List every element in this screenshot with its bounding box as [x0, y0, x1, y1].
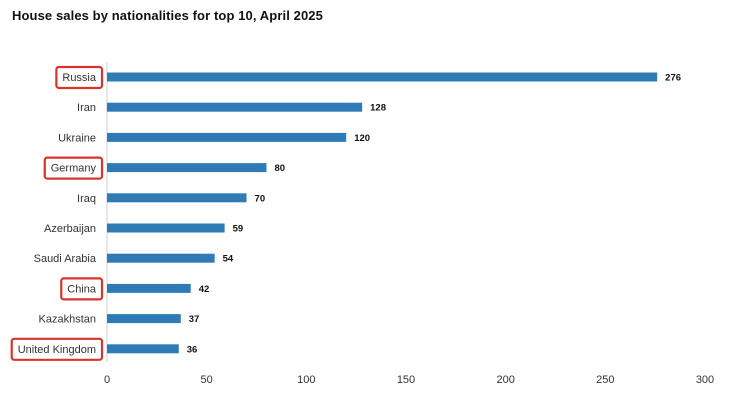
category-label-iraq: Iraq [77, 193, 96, 205]
bar-united-kingdom [107, 344, 179, 354]
highlight-box-china [60, 277, 104, 301]
value-label-ukraine: 120 [354, 133, 370, 144]
x-tick-label-300: 300 [696, 374, 714, 386]
category-label-russia: Russia [62, 72, 97, 84]
category-label-saudi-arabia: Saudi Arabia [34, 253, 97, 265]
bars-layer: Russia 276 Iran 128 Ukraine 120 Germany 80 Iraq 7… [10, 65, 681, 361]
category-label-united-kingdom: United Kingdom [18, 344, 96, 356]
chart-title: House sales by nationalities for top 10,… [12, 8, 323, 23]
highlight-box-russia [55, 65, 104, 90]
value-label-russia: 276 [665, 73, 681, 84]
bar-iraq [107, 193, 247, 203]
x-tick-label-100: 100 [297, 374, 315, 386]
value-label-azerbaijan: 59 [233, 224, 244, 235]
category-label-china: China [67, 283, 97, 295]
x-axis-ticks: 0 50 100 150 200 250 300 [104, 374, 714, 386]
category-label-ukraine: Ukraine [58, 132, 96, 144]
bar-china [107, 283, 191, 293]
bar-azerbaijan [107, 223, 225, 233]
x-tick-label-250: 250 [596, 374, 614, 386]
bar-saudi-arabia [107, 253, 215, 263]
x-tick-label-0: 0 [104, 374, 110, 386]
category-label-kazakhstan: Kazakhstan [39, 314, 96, 326]
bar-kazakhstan [107, 314, 181, 324]
value-label-kazakhstan: 37 [189, 314, 200, 325]
category-label-germany: Germany [51, 163, 97, 175]
bar-iran [107, 102, 363, 112]
value-label-saudi-arabia: 54 [223, 254, 234, 265]
value-label-germany: 80 [274, 163, 285, 174]
x-tick-label-50: 50 [201, 374, 213, 386]
value-label-iran: 128 [370, 103, 386, 114]
x-tick-label-150: 150 [397, 374, 415, 386]
category-label-azerbaijan: Azerbaijan [44, 223, 96, 235]
category-label-iran: Iran [77, 102, 96, 114]
highlight-box-germany [43, 156, 104, 180]
highlight-box-united-kingdom [10, 337, 104, 361]
value-label-united-kingdom: 36 [187, 344, 198, 355]
bar-ukraine [107, 132, 347, 142]
value-label-china: 42 [199, 284, 210, 295]
x-tick-label-200: 200 [496, 374, 514, 386]
bar-germany [107, 163, 267, 173]
value-label-iraq: 70 [255, 193, 266, 204]
bar-russia [107, 72, 658, 82]
